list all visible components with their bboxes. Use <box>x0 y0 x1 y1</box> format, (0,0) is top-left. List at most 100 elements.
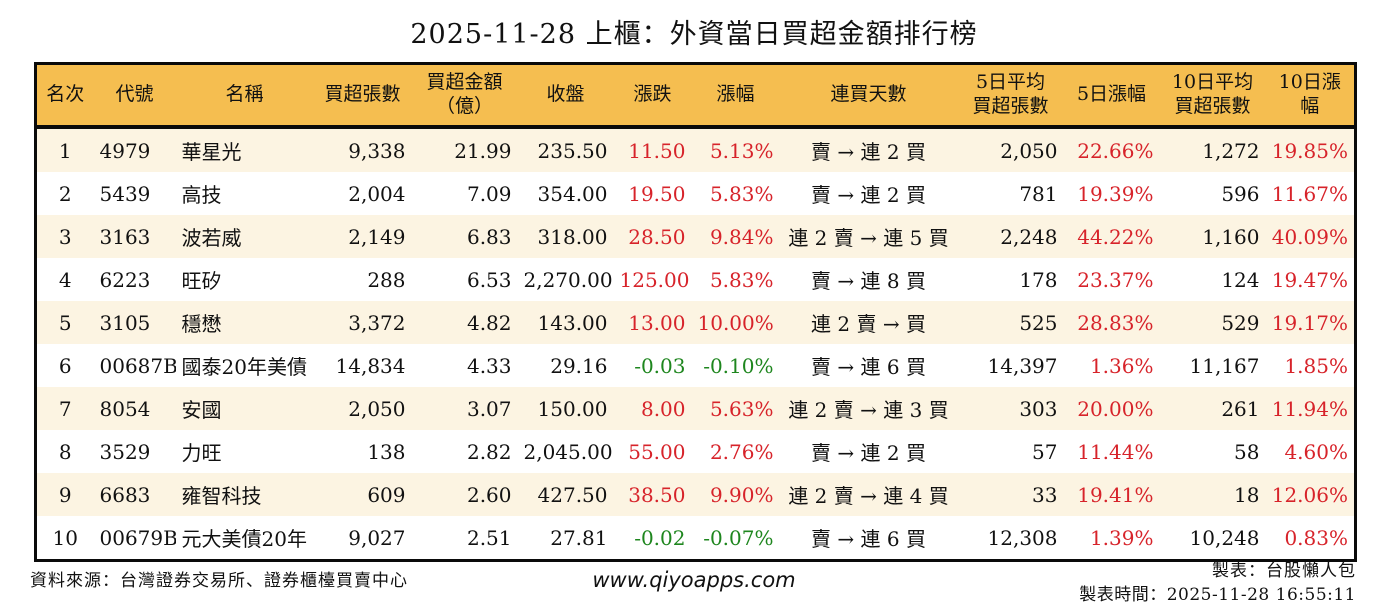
cell-avg5: 57 <box>957 430 1064 473</box>
table-row: 3 3163 波若威 2,149 6.83 318.00 28.50 9.84% 連 2 賣 →… <box>35 215 1356 258</box>
table-row: 8 3529 力旺 138 2.82 2,045.00 55.00 2.76% 賣 → 連 2 … <box>35 430 1356 473</box>
cell-pct10: 1.85% <box>1265 344 1356 387</box>
cell-close: 2,270.00 <box>517 258 614 301</box>
cell-code: 3105 <box>93 301 176 344</box>
cell-pct10: 11.67% <box>1265 172 1356 215</box>
cell-pct10: 4.60% <box>1265 430 1356 473</box>
cell-pct10: 40.09% <box>1265 215 1356 258</box>
table-header: 名次 代號 名稱 買超張數 買超金額 （億） 收盤 漲跌 漲幅 連買天數 5日平均 買超張數 5日漲幅 1… <box>35 63 1356 129</box>
cell-chg: 125.00 <box>613 258 692 301</box>
cell-amount: 6.53 <box>411 258 518 301</box>
website-text: www.qiyoapps.com <box>592 568 796 592</box>
cell-close: 27.81 <box>517 516 614 561</box>
maker-label: 製表：台股懶人包 <box>1212 561 1356 581</box>
cell-chg: 8.00 <box>613 387 692 430</box>
table-row: 6 00687B 國泰20年美債 14,834 4.33 29.16 -0.03 -0.10%… <box>35 344 1356 387</box>
cell-amount: 21.99 <box>411 127 518 172</box>
cell-vol: 9,338 <box>313 127 412 172</box>
cell-pct5: 22.66% <box>1063 127 1160 172</box>
table-row: 9 6683 雍智科技 609 2.60 427.50 38.50 9.90% 連 2 賣 → … <box>35 473 1356 516</box>
cell-pct: 5.13% <box>691 127 780 172</box>
cell-name: 力旺 <box>175 430 314 473</box>
cell-rank: 6 <box>35 344 94 387</box>
column-header-pct: 漲幅 <box>691 63 780 129</box>
cell-streak: 賣 → 連 6 買 <box>779 516 958 561</box>
column-header-streak: 連買天數 <box>779 63 958 129</box>
cell-rank: 10 <box>35 516 94 561</box>
cell-code: 5439 <box>93 172 176 215</box>
cell-chg: 55.00 <box>613 430 692 473</box>
cell-avg10: 1,160 <box>1159 215 1266 258</box>
cell-pct5: 19.39% <box>1063 172 1160 215</box>
cell-vol: 2,004 <box>313 172 412 215</box>
cell-avg10: 18 <box>1159 473 1266 516</box>
cell-code: 8054 <box>93 387 176 430</box>
cell-close: 143.00 <box>517 301 614 344</box>
cell-streak: 賣 → 連 8 買 <box>779 258 958 301</box>
cell-avg10: 11,167 <box>1159 344 1266 387</box>
cell-pct: 10.00% <box>691 301 780 344</box>
cell-pct: 5.83% <box>691 258 780 301</box>
cell-pct: 5.63% <box>691 387 780 430</box>
table-row: 1 4979 華星光 9,338 21.99 235.50 11.50 5.13% 賣 → 連 … <box>35 127 1356 172</box>
cell-pct5: 44.22% <box>1063 215 1160 258</box>
cell-pct10: 0.83% <box>1265 516 1356 561</box>
cell-close: 354.00 <box>517 172 614 215</box>
cell-streak: 賣 → 連 2 買 <box>779 430 958 473</box>
cell-avg10: 261 <box>1159 387 1266 430</box>
cell-name: 安國 <box>175 387 314 430</box>
cell-chg: -0.03 <box>613 344 692 387</box>
cell-close: 235.50 <box>517 127 614 172</box>
cell-amount: 2.82 <box>411 430 518 473</box>
table-row: 5 3105 穩懋 3,372 4.82 143.00 13.00 10.00% 連 2 賣 →… <box>35 301 1356 344</box>
cell-chg: 38.50 <box>613 473 692 516</box>
cell-pct5: 1.36% <box>1063 344 1160 387</box>
cell-chg: 13.00 <box>613 301 692 344</box>
cell-vol: 2,149 <box>313 215 412 258</box>
cell-streak: 賣 → 連 2 買 <box>779 127 958 172</box>
cell-code: 3163 <box>93 215 176 258</box>
cell-pct5: 1.39% <box>1063 516 1160 561</box>
cell-chg: -0.02 <box>613 516 692 561</box>
column-header-amount: 買超金額 （億） <box>411 63 518 129</box>
cell-code: 4979 <box>93 127 176 172</box>
cell-amount: 4.82 <box>411 301 518 344</box>
table-row: 10 00679B 元大美債20年 9,027 2.51 27.81 -0.02 -0.07%… <box>35 516 1356 561</box>
cell-rank: 3 <box>35 215 94 258</box>
cell-amount: 2.60 <box>411 473 518 516</box>
cell-avg5: 2,050 <box>957 127 1064 172</box>
cell-pct: 9.84% <box>691 215 780 258</box>
cell-vol: 288 <box>313 258 412 301</box>
cell-chg: 11.50 <box>613 127 692 172</box>
cell-streak: 連 2 賣 → 連 3 買 <box>779 387 958 430</box>
column-header-code: 代號 <box>93 63 176 129</box>
cell-avg5: 14,397 <box>957 344 1064 387</box>
cell-close: 427.50 <box>517 473 614 516</box>
cell-code: 00687B <box>93 344 176 387</box>
cell-rank: 1 <box>35 127 94 172</box>
cell-avg5: 781 <box>957 172 1064 215</box>
cell-pct5: 19.41% <box>1063 473 1160 516</box>
made-time-label: 製表時間：2025-11-28 16:55:11 <box>1079 584 1356 605</box>
column-header-chg: 漲跌 <box>613 63 692 129</box>
cell-avg10: 596 <box>1159 172 1266 215</box>
cell-vol: 2,050 <box>313 387 412 430</box>
cell-pct10: 12.06% <box>1265 473 1356 516</box>
column-header-rank: 名次 <box>35 63 94 129</box>
cell-pct5: 28.83% <box>1063 301 1160 344</box>
cell-chg: 28.50 <box>613 215 692 258</box>
cell-close: 318.00 <box>517 215 614 258</box>
cell-pct: -0.07% <box>691 516 780 561</box>
cell-pct5: 11.44% <box>1063 430 1160 473</box>
cell-pct10: 11.94% <box>1265 387 1356 430</box>
cell-streak: 連 2 賣 → 連 5 買 <box>779 215 958 258</box>
cell-vol: 609 <box>313 473 412 516</box>
column-header-avg10: 10日平均 買超張數 <box>1159 63 1266 129</box>
cell-pct: 9.90% <box>691 473 780 516</box>
cell-rank: 4 <box>35 258 94 301</box>
cell-avg5: 525 <box>957 301 1064 344</box>
column-header-pct5: 5日漲幅 <box>1063 63 1160 129</box>
cell-avg5: 178 <box>957 258 1064 301</box>
cell-pct: 2.76% <box>691 430 780 473</box>
